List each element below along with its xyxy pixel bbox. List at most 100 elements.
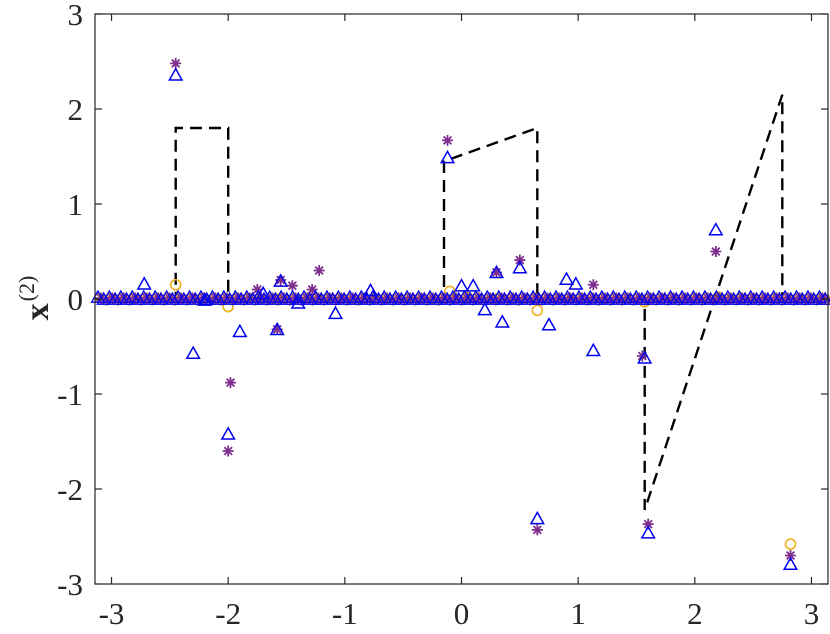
star-marker-background bbox=[456, 294, 468, 306]
x-tick-label: -3 bbox=[99, 596, 125, 631]
tick-layer bbox=[95, 13, 828, 585]
triangle-marker-background bbox=[210, 291, 226, 305]
star-marker-background bbox=[341, 294, 353, 306]
triangle-marker bbox=[541, 317, 557, 331]
triangle-marker-background bbox=[657, 291, 673, 305]
triangle-marker-background bbox=[199, 291, 215, 305]
star-marker-background bbox=[204, 294, 216, 306]
triangle-marker-background bbox=[130, 291, 146, 305]
triangle-series-layer bbox=[90, 67, 830, 570]
star-marker-background bbox=[135, 294, 147, 306]
star-marker bbox=[286, 280, 298, 292]
triangle-marker bbox=[637, 350, 653, 364]
star-marker-background bbox=[719, 294, 731, 306]
triangle-marker-background bbox=[668, 291, 684, 305]
y-tick-label: 1 bbox=[68, 187, 84, 222]
triangle-marker-background bbox=[462, 291, 478, 305]
triangle-marker-background bbox=[371, 291, 386, 305]
star-marker-background bbox=[524, 294, 536, 306]
triangle-marker-background bbox=[336, 291, 352, 305]
star-marker bbox=[490, 266, 502, 278]
x-tick-label: -2 bbox=[215, 596, 241, 631]
star-marker-background bbox=[570, 294, 582, 306]
triangle-marker-background bbox=[519, 291, 535, 305]
star-marker bbox=[275, 274, 287, 286]
triangle-marker bbox=[168, 67, 184, 81]
triangle-marker bbox=[136, 276, 152, 290]
star-marker-background bbox=[536, 294, 548, 306]
triangle-marker-background bbox=[439, 291, 455, 305]
star-marker-background bbox=[158, 294, 170, 306]
triangle-marker bbox=[477, 301, 493, 316]
triangle-marker-background bbox=[497, 291, 512, 305]
triangle-marker-background bbox=[348, 291, 363, 305]
x-tick-label: -1 bbox=[332, 596, 358, 631]
star-marker-background bbox=[467, 294, 479, 306]
triangle-marker bbox=[708, 222, 724, 236]
triangle-marker-background bbox=[794, 291, 810, 305]
triangle-marker bbox=[494, 314, 510, 328]
y-tick-label: -2 bbox=[57, 472, 83, 507]
triangle-marker bbox=[327, 305, 344, 320]
triangle-marker bbox=[453, 278, 470, 292]
triangle-marker-background bbox=[416, 291, 432, 305]
star-marker-background bbox=[261, 294, 273, 306]
triangle-marker-background bbox=[703, 291, 719, 305]
star-marker-background bbox=[364, 294, 376, 306]
star-marker-background bbox=[776, 294, 788, 306]
y-tick-label: 3 bbox=[68, 0, 84, 32]
triangle-marker bbox=[290, 295, 306, 309]
triangle-marker-background bbox=[428, 291, 444, 305]
triangle-marker-background bbox=[187, 291, 203, 305]
star-marker-background bbox=[146, 294, 158, 306]
x-tick-label: 1 bbox=[570, 596, 586, 631]
x-tick-labels: -3 -2 -1 0 1 2 3 bbox=[99, 596, 820, 631]
star-marker bbox=[531, 524, 543, 536]
star-marker bbox=[271, 323, 283, 335]
triangle-marker-background bbox=[783, 291, 799, 305]
circle-marker bbox=[169, 278, 182, 291]
star-marker bbox=[587, 279, 599, 291]
star-marker-background bbox=[753, 294, 765, 306]
y-axis-label: x(2) bbox=[14, 276, 56, 321]
triangle-marker-background bbox=[313, 291, 329, 305]
star-marker-background bbox=[410, 294, 422, 306]
triangle-marker-background bbox=[760, 291, 776, 305]
triangle-marker-background bbox=[508, 291, 524, 305]
triangle-marker-background bbox=[164, 291, 180, 305]
star-marker-background bbox=[582, 294, 594, 306]
triangle-marker-background bbox=[393, 291, 409, 305]
triangle-marker bbox=[269, 321, 285, 336]
star-marker-background bbox=[501, 294, 513, 306]
triangle-marker-background bbox=[714, 291, 730, 305]
triangle-marker-background bbox=[645, 291, 661, 305]
triangle-marker-background bbox=[554, 291, 570, 305]
triangle-marker-background bbox=[531, 291, 547, 305]
star-marker-background bbox=[249, 294, 261, 306]
x-tick-label: 3 bbox=[804, 596, 820, 631]
star-marker-background bbox=[811, 294, 823, 306]
star-marker-background bbox=[639, 294, 651, 306]
star-marker-background bbox=[112, 294, 124, 306]
star-marker-background bbox=[616, 294, 628, 306]
triangle-marker bbox=[585, 342, 601, 357]
triangle-marker-background bbox=[588, 291, 604, 305]
star-marker-background bbox=[605, 294, 617, 306]
star-marker-background bbox=[731, 294, 743, 306]
x-tick-label: 0 bbox=[454, 596, 470, 631]
star-marker-background bbox=[788, 294, 800, 306]
y-tick-label: -3 bbox=[57, 567, 83, 602]
star-marker-background bbox=[181, 294, 193, 306]
triangle-marker-background bbox=[806, 291, 822, 305]
triangle-marker-background bbox=[611, 291, 627, 305]
star-marker-background bbox=[238, 294, 250, 306]
star-marker-background bbox=[547, 294, 559, 306]
triangle-marker-background bbox=[302, 291, 318, 305]
triangle-marker-background bbox=[290, 291, 306, 305]
star-marker-background bbox=[272, 294, 284, 306]
y-tick-label: 2 bbox=[68, 92, 84, 127]
triangle-marker-background bbox=[451, 291, 467, 305]
star-marker-background bbox=[433, 294, 445, 306]
star-marker-background bbox=[123, 294, 135, 306]
